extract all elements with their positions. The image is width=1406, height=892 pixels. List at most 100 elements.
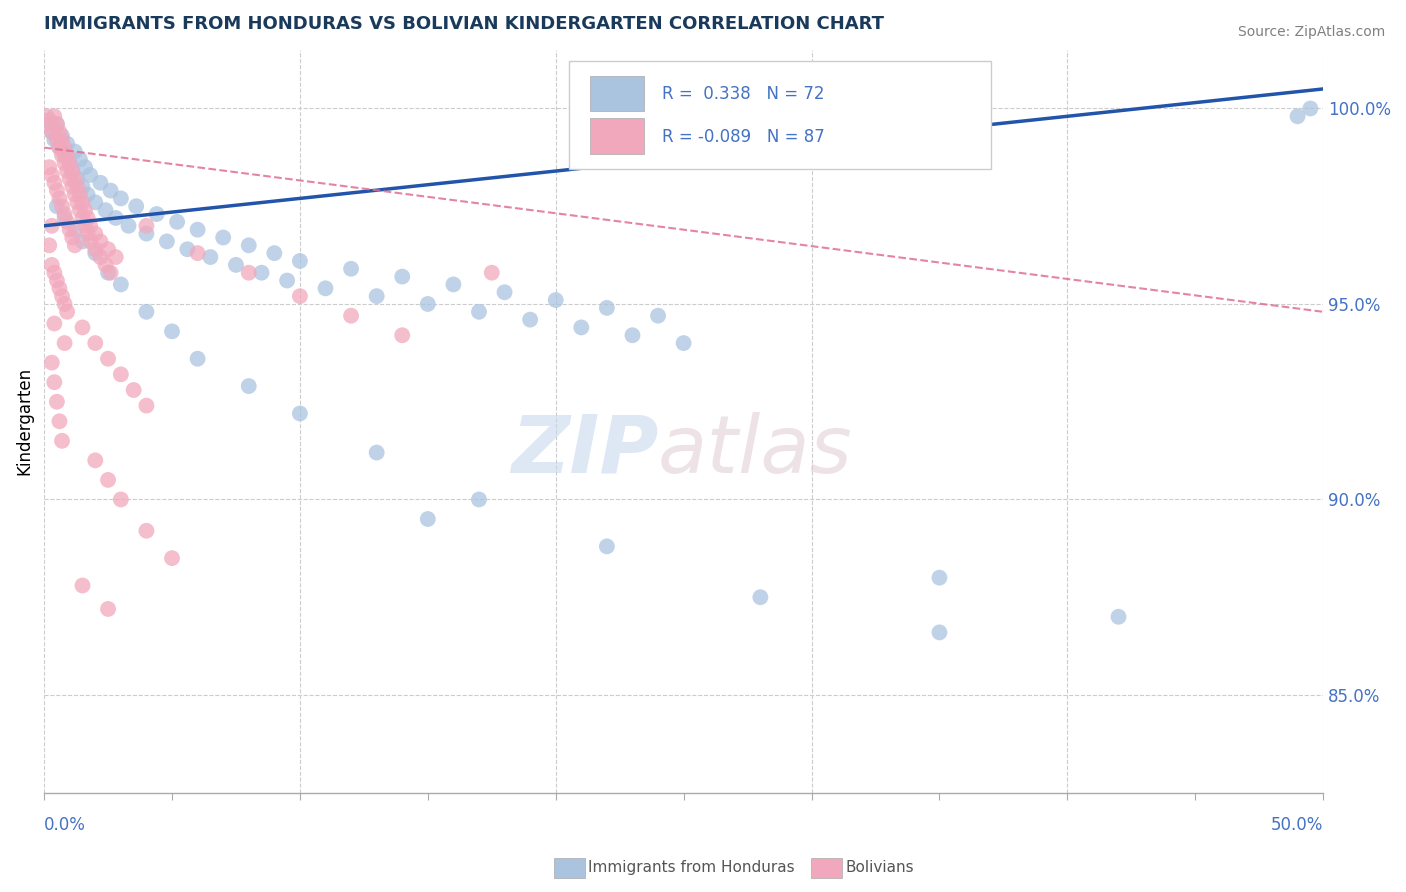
Point xyxy=(48,191,70,205)
Point xyxy=(187,222,209,236)
Point xyxy=(45,273,67,287)
Point xyxy=(44,133,66,147)
Point xyxy=(63,172,86,186)
Point xyxy=(749,591,772,605)
Point xyxy=(73,160,96,174)
Point xyxy=(79,235,101,249)
Point xyxy=(97,473,120,487)
Point xyxy=(79,168,101,182)
Point xyxy=(53,297,76,311)
Point xyxy=(156,235,179,249)
Point xyxy=(38,117,60,131)
Point xyxy=(225,258,247,272)
Point xyxy=(73,203,96,218)
Point xyxy=(391,269,413,284)
Point xyxy=(53,140,76,154)
Point xyxy=(100,266,122,280)
Point xyxy=(135,305,157,319)
Point xyxy=(212,230,235,244)
Point xyxy=(97,266,120,280)
Point xyxy=(41,125,63,139)
Point xyxy=(51,148,73,162)
FancyBboxPatch shape xyxy=(568,61,991,169)
Point xyxy=(122,383,145,397)
Point xyxy=(110,492,132,507)
Point xyxy=(84,242,107,256)
Point xyxy=(97,351,120,366)
Point xyxy=(45,184,67,198)
Point xyxy=(110,368,132,382)
Point xyxy=(72,320,94,334)
Point xyxy=(366,289,388,303)
Point xyxy=(166,215,188,229)
Point xyxy=(41,258,63,272)
Point xyxy=(238,379,260,393)
Text: atlas: atlas xyxy=(658,412,853,490)
Point xyxy=(544,293,567,307)
Point xyxy=(596,301,619,315)
Point xyxy=(59,156,82,170)
Point xyxy=(366,445,388,459)
Point xyxy=(79,219,101,233)
Point xyxy=(44,109,66,123)
Point xyxy=(44,266,66,280)
Point xyxy=(416,297,439,311)
Point xyxy=(135,219,157,233)
Point xyxy=(72,211,94,225)
Point xyxy=(53,156,76,170)
Point xyxy=(48,281,70,295)
Point xyxy=(72,235,94,249)
Point xyxy=(1299,102,1322,116)
Point xyxy=(59,172,82,186)
Point xyxy=(104,250,127,264)
Point xyxy=(288,254,311,268)
Text: Immigrants from Honduras: Immigrants from Honduras xyxy=(588,861,794,875)
Point xyxy=(187,246,209,260)
Point xyxy=(84,336,107,351)
Point xyxy=(48,414,70,428)
Point xyxy=(97,602,120,616)
Point xyxy=(76,187,98,202)
Point xyxy=(44,375,66,389)
Text: ZIP: ZIP xyxy=(510,412,658,490)
Point xyxy=(53,211,76,225)
Point xyxy=(51,289,73,303)
Point xyxy=(56,136,79,151)
Point xyxy=(928,625,950,640)
Point xyxy=(145,207,167,221)
Text: Bolivians: Bolivians xyxy=(845,861,914,875)
Point xyxy=(51,133,73,147)
Point xyxy=(569,320,592,334)
Point xyxy=(89,250,111,264)
Text: R = -0.089   N = 87: R = -0.089 N = 87 xyxy=(662,128,825,145)
Point xyxy=(41,219,63,233)
Point xyxy=(160,324,183,338)
Point xyxy=(1286,109,1309,123)
Point xyxy=(63,145,86,159)
Point xyxy=(56,164,79,178)
Point xyxy=(647,309,669,323)
Point xyxy=(135,524,157,538)
Point xyxy=(59,156,82,170)
Text: 0.0%: 0.0% xyxy=(44,816,86,834)
Point xyxy=(416,512,439,526)
Point xyxy=(117,219,139,233)
Y-axis label: Kindergarten: Kindergarten xyxy=(15,368,32,475)
Point xyxy=(468,492,491,507)
Point xyxy=(200,250,222,264)
Point xyxy=(44,317,66,331)
FancyBboxPatch shape xyxy=(591,76,644,112)
Point xyxy=(391,328,413,343)
Point xyxy=(84,227,107,241)
Point xyxy=(494,285,516,300)
Point xyxy=(76,211,98,225)
Point xyxy=(94,203,117,218)
Point xyxy=(621,328,644,343)
Text: R =  0.338   N = 72: R = 0.338 N = 72 xyxy=(662,85,824,103)
Point xyxy=(135,399,157,413)
Point xyxy=(596,540,619,554)
Point xyxy=(63,187,86,202)
Point xyxy=(41,125,63,139)
Point xyxy=(110,277,132,292)
Point xyxy=(519,312,541,326)
